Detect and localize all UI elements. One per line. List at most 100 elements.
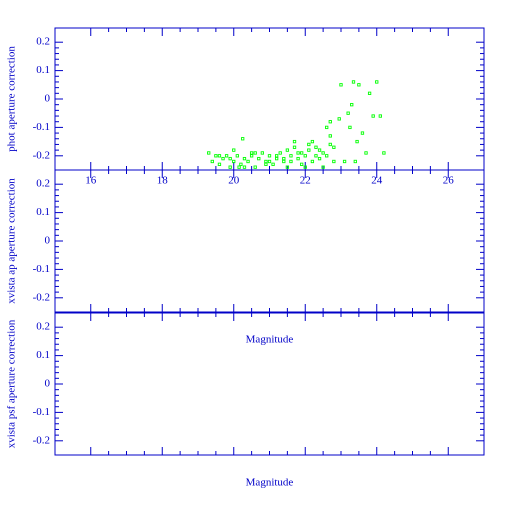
y-axis-label: xvista psf aperture correction bbox=[6, 319, 18, 448]
point bbox=[267, 159, 272, 164]
point bbox=[228, 165, 232, 169]
point bbox=[264, 162, 268, 166]
point bbox=[292, 139, 297, 144]
point bbox=[339, 83, 343, 87]
point bbox=[282, 156, 286, 161]
point bbox=[348, 125, 352, 130]
point bbox=[328, 134, 332, 138]
y-tick-label: 0.1 bbox=[36, 206, 50, 218]
y-axis-label: phot aperture correction bbox=[6, 46, 18, 152]
point bbox=[232, 148, 236, 152]
point bbox=[210, 159, 214, 164]
x-tick-label: 20 bbox=[228, 175, 240, 187]
plot-frame bbox=[54, 169, 485, 313]
point bbox=[275, 156, 279, 161]
point bbox=[217, 154, 222, 158]
point bbox=[321, 165, 325, 169]
point bbox=[314, 154, 318, 158]
y-tick-label: 0 bbox=[45, 93, 51, 105]
point bbox=[378, 114, 382, 118]
point bbox=[325, 154, 329, 158]
y-axis-label: xvista ap aperture correction bbox=[6, 178, 18, 304]
point bbox=[239, 162, 243, 166]
x-axis-label: Magnitude bbox=[246, 477, 294, 489]
x-tick-label: 24 bbox=[371, 175, 383, 187]
point bbox=[289, 159, 293, 164]
y-tick-label: 0 bbox=[45, 378, 51, 390]
point bbox=[253, 151, 257, 155]
y-tick-label: 0.2 bbox=[36, 178, 50, 190]
point bbox=[332, 145, 336, 149]
y-tick-label: -0.2 bbox=[33, 291, 50, 303]
point bbox=[221, 156, 225, 161]
point bbox=[214, 154, 218, 158]
point bbox=[364, 151, 368, 155]
point bbox=[317, 148, 322, 152]
point bbox=[289, 154, 293, 158]
point bbox=[328, 120, 332, 124]
y-tick-label: -0.1 bbox=[33, 121, 50, 133]
point bbox=[375, 80, 379, 84]
plot-frame bbox=[54, 27, 485, 171]
x-tick-label: 22 bbox=[300, 175, 311, 187]
point bbox=[217, 162, 222, 166]
point bbox=[355, 139, 359, 144]
point bbox=[360, 131, 365, 135]
point bbox=[332, 159, 336, 164]
point bbox=[246, 159, 250, 164]
point bbox=[296, 151, 300, 155]
point bbox=[207, 151, 211, 155]
point bbox=[300, 151, 304, 155]
point bbox=[300, 162, 304, 166]
point bbox=[271, 162, 275, 166]
y-tick-label: -0.1 bbox=[33, 263, 50, 275]
point bbox=[292, 145, 297, 149]
y-tick-label: -0.2 bbox=[33, 149, 50, 161]
point bbox=[328, 142, 332, 147]
point bbox=[253, 165, 257, 169]
point bbox=[242, 165, 247, 169]
point bbox=[249, 154, 254, 158]
point bbox=[232, 159, 236, 164]
point bbox=[241, 137, 245, 141]
point bbox=[237, 165, 241, 169]
point bbox=[337, 117, 341, 121]
point bbox=[321, 151, 325, 155]
point bbox=[310, 139, 315, 144]
y-tick-label: -0.2 bbox=[33, 434, 50, 446]
point bbox=[325, 125, 329, 130]
point bbox=[296, 156, 300, 161]
point bbox=[282, 159, 286, 164]
point bbox=[350, 103, 354, 107]
point bbox=[346, 111, 350, 115]
point bbox=[224, 154, 229, 158]
point bbox=[235, 154, 239, 158]
point bbox=[285, 165, 290, 169]
point bbox=[260, 151, 264, 155]
point bbox=[371, 114, 375, 118]
y-tick-label: 0.1 bbox=[36, 64, 50, 76]
point bbox=[310, 159, 315, 164]
point bbox=[228, 156, 232, 161]
point bbox=[285, 148, 290, 152]
y-tick-label: 0.2 bbox=[36, 36, 50, 48]
y-tick-label: 0.2 bbox=[36, 321, 50, 333]
point bbox=[257, 156, 261, 161]
x-tick-label: 18 bbox=[157, 175, 169, 187]
point bbox=[275, 154, 279, 158]
point bbox=[267, 154, 272, 158]
x-tick-label: 26 bbox=[443, 175, 455, 187]
point bbox=[303, 165, 307, 169]
x-tick-label: 16 bbox=[85, 175, 97, 187]
point bbox=[314, 145, 318, 149]
point bbox=[278, 151, 282, 155]
y-tick-label: -0.1 bbox=[33, 406, 50, 418]
x-axis-label: Magnitude bbox=[246, 334, 294, 346]
point bbox=[357, 83, 361, 87]
point bbox=[307, 148, 311, 152]
point bbox=[342, 159, 347, 164]
point bbox=[303, 154, 307, 158]
point bbox=[242, 156, 247, 161]
